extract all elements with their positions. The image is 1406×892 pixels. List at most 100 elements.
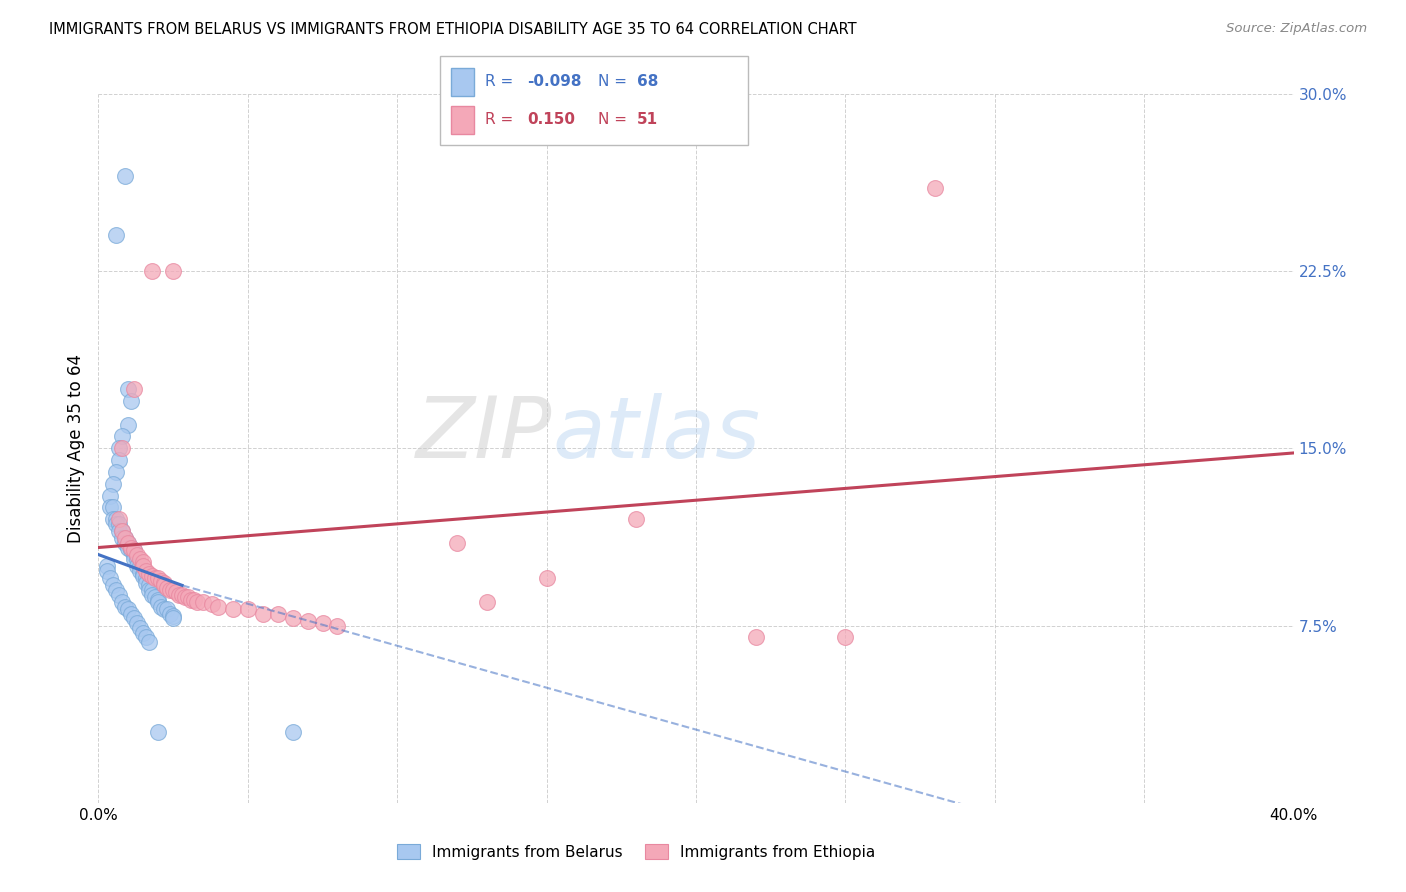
Point <box>98 571 122 585</box>
Text: R =: R = <box>485 112 519 128</box>
Point <box>124 552 146 566</box>
Point <box>127 548 149 562</box>
Point <box>148 595 170 609</box>
Point <box>111 531 134 545</box>
Point <box>103 476 125 491</box>
Point <box>138 583 160 598</box>
Point <box>96 564 118 578</box>
Point <box>135 564 157 578</box>
Point <box>120 541 142 555</box>
Point <box>124 548 146 562</box>
Point <box>201 597 224 611</box>
Point <box>117 382 139 396</box>
Point <box>148 592 170 607</box>
Point <box>129 559 152 574</box>
Point <box>105 516 128 531</box>
Point <box>114 531 136 545</box>
Point <box>446 535 468 549</box>
Legend: Immigrants from Belarus, Immigrants from Ethiopia: Immigrants from Belarus, Immigrants from… <box>391 838 882 866</box>
Point <box>159 583 181 598</box>
Point <box>124 542 146 557</box>
Point <box>141 583 163 598</box>
Point <box>105 465 128 479</box>
Point <box>143 590 166 604</box>
Point <box>132 625 155 640</box>
Text: 68: 68 <box>637 74 658 89</box>
Text: 0.150: 0.150 <box>527 112 575 128</box>
Point <box>141 264 163 278</box>
Point <box>159 607 181 621</box>
Point <box>177 590 200 604</box>
Point <box>124 382 146 396</box>
Point <box>127 616 149 631</box>
Point <box>167 588 190 602</box>
Point <box>108 588 131 602</box>
Point <box>114 531 136 545</box>
Point <box>153 576 176 591</box>
Point <box>153 602 176 616</box>
Point <box>135 576 157 591</box>
Point <box>141 588 163 602</box>
Point <box>138 635 160 649</box>
Point <box>475 595 498 609</box>
Text: N =: N = <box>598 112 631 128</box>
Point <box>117 541 139 555</box>
Point <box>120 607 142 621</box>
Point <box>114 169 136 184</box>
Point <box>162 609 184 624</box>
Point <box>117 535 139 549</box>
Point <box>132 569 155 583</box>
Point <box>326 618 349 632</box>
Point <box>120 393 142 408</box>
Point <box>108 512 131 526</box>
Point <box>267 607 290 621</box>
Point <box>281 611 304 625</box>
Point <box>183 592 205 607</box>
Point <box>114 599 136 614</box>
Point <box>222 602 245 616</box>
Point <box>108 453 131 467</box>
Point <box>141 569 163 583</box>
Point <box>162 583 184 598</box>
Point <box>105 228 128 243</box>
Point <box>129 552 152 566</box>
Point <box>124 611 146 625</box>
Point <box>127 552 149 566</box>
Point <box>135 630 157 644</box>
Point <box>191 595 214 609</box>
Point <box>186 595 208 609</box>
Point <box>180 592 202 607</box>
Point <box>172 588 194 602</box>
Point <box>834 630 856 644</box>
Point <box>626 512 648 526</box>
Point <box>117 417 139 432</box>
Point <box>150 599 173 614</box>
Point <box>103 500 125 515</box>
Point <box>111 595 134 609</box>
Point <box>111 441 134 455</box>
Point <box>924 181 946 195</box>
Point <box>108 516 131 531</box>
Point <box>148 724 170 739</box>
Point <box>96 559 118 574</box>
Point <box>153 578 176 592</box>
Point <box>124 542 146 557</box>
Text: Source: ZipAtlas.com: Source: ZipAtlas.com <box>1226 22 1367 36</box>
Point <box>127 559 149 574</box>
Point <box>236 602 259 616</box>
Text: ZIP: ZIP <box>416 392 553 475</box>
Text: IMMIGRANTS FROM BELARUS VS IMMIGRANTS FROM ETHIOPIA DISABILITY AGE 35 TO 64 CORR: IMMIGRANTS FROM BELARUS VS IMMIGRANTS FR… <box>49 22 856 37</box>
Point <box>143 571 166 585</box>
Point <box>281 724 304 739</box>
Point <box>162 264 184 278</box>
Text: N =: N = <box>598 74 631 89</box>
Point <box>311 616 333 631</box>
Point <box>745 630 768 644</box>
Point <box>135 571 157 585</box>
Point <box>156 602 179 616</box>
Point <box>132 566 155 581</box>
Point <box>111 524 134 538</box>
Point <box>138 578 160 592</box>
Point <box>108 524 131 538</box>
Point <box>165 585 187 599</box>
